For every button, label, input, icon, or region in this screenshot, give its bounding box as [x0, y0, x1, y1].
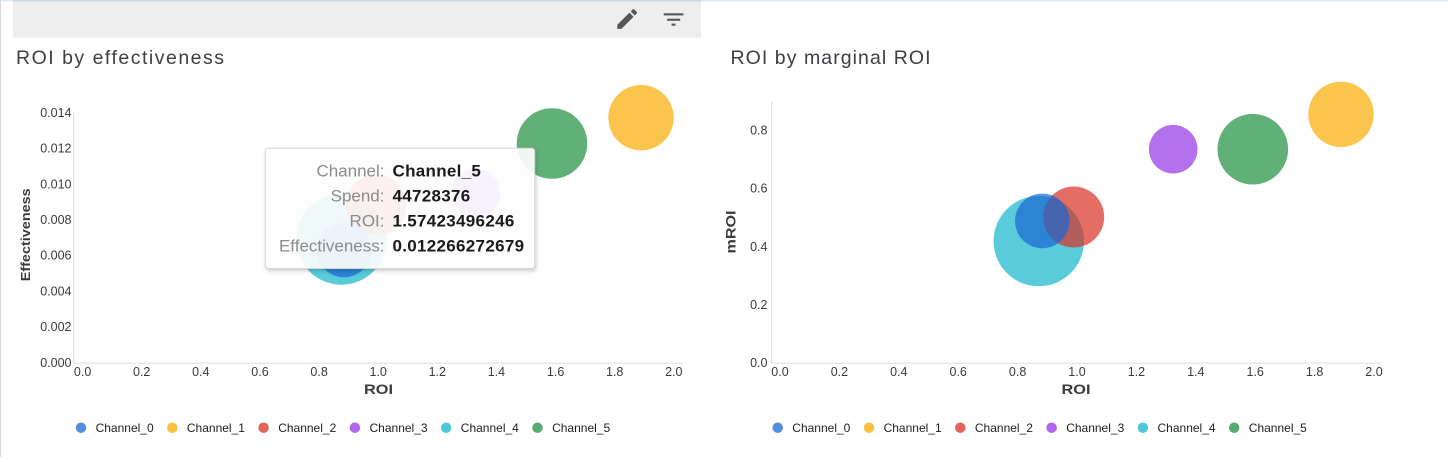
svg-text:44728376: 44728376	[393, 187, 471, 206]
svg-text:Channel_4: Channel_4	[461, 421, 519, 435]
svg-text:0.000: 0.000	[40, 356, 71, 370]
svg-text:ROI: ROI	[1062, 381, 1091, 397]
svg-text:2.0: 2.0	[1365, 365, 1382, 379]
svg-text:Channel_5: Channel_5	[1249, 421, 1307, 435]
svg-text:Effectiveness: Effectiveness	[19, 188, 33, 281]
svg-text:0.014: 0.014	[40, 106, 71, 120]
svg-text:1.2: 1.2	[429, 365, 446, 379]
svg-text:0.6: 0.6	[950, 365, 967, 379]
svg-text:Channel_4: Channel_4	[1158, 421, 1216, 435]
svg-text:1.0: 1.0	[1068, 365, 1085, 379]
svg-text:1.6: 1.6	[547, 365, 564, 379]
svg-text:Spend:: Spend:	[331, 187, 385, 206]
svg-text:Channel_1: Channel_1	[187, 421, 245, 435]
svg-text:Channel_0: Channel_0	[792, 421, 850, 435]
svg-text:1.57423496246: 1.57423496246	[393, 212, 515, 231]
svg-text:0.8: 0.8	[750, 123, 767, 137]
svg-text:Channel_3: Channel_3	[370, 421, 428, 435]
svg-text:0.4: 0.4	[192, 365, 209, 379]
svg-text:0.012: 0.012	[40, 142, 71, 156]
svg-text:0.012266272679: 0.012266272679	[393, 237, 525, 256]
svg-text:0.2: 0.2	[750, 298, 767, 312]
svg-text:0.010: 0.010	[40, 177, 71, 191]
svg-text:1.2: 1.2	[1128, 365, 1145, 379]
svg-text:0.0: 0.0	[750, 356, 767, 370]
svg-text:Channel_5: Channel_5	[393, 162, 482, 181]
svg-text:0.004: 0.004	[40, 284, 71, 298]
svg-text:1.0: 1.0	[370, 365, 387, 379]
svg-text:0.002: 0.002	[40, 320, 71, 334]
svg-text:ROI by marginal ROI: ROI by marginal ROI	[731, 47, 931, 69]
svg-text:0.8: 0.8	[1009, 365, 1026, 379]
svg-text:Channel_5: Channel_5	[552, 421, 610, 435]
svg-text:0.008: 0.008	[40, 213, 71, 227]
svg-text:0.2: 0.2	[133, 365, 150, 379]
svg-text:ROI by effectiveness: ROI by effectiveness	[16, 47, 224, 69]
svg-text:Channel_3: Channel_3	[1066, 421, 1124, 435]
svg-text:ROI: ROI	[364, 381, 393, 397]
svg-text:0.8: 0.8	[310, 365, 327, 379]
svg-text:1.8: 1.8	[606, 365, 623, 379]
svg-text:0.006: 0.006	[40, 249, 71, 263]
svg-text:Channel_2: Channel_2	[278, 421, 336, 435]
svg-text:1.8: 1.8	[1306, 365, 1323, 379]
svg-text:1.4: 1.4	[1187, 365, 1204, 379]
svg-text:0.2: 0.2	[831, 365, 848, 379]
svg-text:0.4: 0.4	[750, 240, 767, 254]
svg-text:Effectiveness:: Effectiveness:	[279, 237, 385, 256]
svg-text:mROI: mROI	[723, 211, 739, 254]
svg-text:1.4: 1.4	[488, 365, 505, 379]
svg-text:0.6: 0.6	[251, 365, 268, 379]
svg-text:0.6: 0.6	[750, 182, 767, 196]
svg-text:1.6: 1.6	[1247, 365, 1264, 379]
svg-text:Channel_1: Channel_1	[884, 421, 942, 435]
svg-text:ROI:: ROI:	[350, 212, 385, 231]
svg-text:0.0: 0.0	[74, 365, 91, 379]
svg-text:0.4: 0.4	[890, 365, 907, 379]
svg-text:0.0: 0.0	[771, 365, 788, 379]
svg-text:Channel_0: Channel_0	[96, 421, 154, 435]
svg-text:2.0: 2.0	[665, 365, 682, 379]
svg-text:Channel_2: Channel_2	[975, 421, 1033, 435]
svg-text:Channel:: Channel:	[316, 162, 384, 181]
